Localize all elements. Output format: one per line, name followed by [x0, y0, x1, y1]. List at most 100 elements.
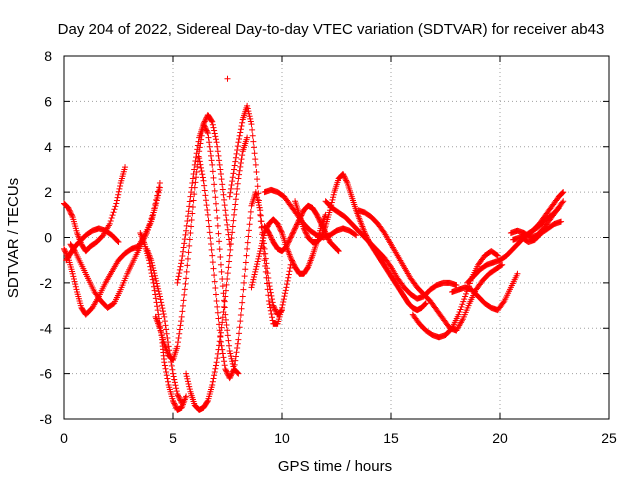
data-point [65, 205, 72, 212]
y-tick-label: -8 [40, 411, 53, 427]
data-point [237, 318, 244, 325]
data-point [171, 401, 178, 408]
data-point [187, 193, 194, 200]
data-point [283, 284, 290, 291]
data-point [276, 224, 283, 231]
y-tick-label: -2 [40, 275, 53, 291]
data-point [212, 285, 219, 292]
data-point [224, 270, 231, 277]
data-point [222, 367, 229, 374]
data-point [257, 218, 264, 225]
data-point [170, 370, 176, 377]
data-point [260, 235, 267, 242]
data-point [267, 304, 274, 311]
data-point [343, 177, 350, 184]
data-point [288, 256, 295, 263]
data-point [204, 128, 211, 135]
data-point [61, 247, 68, 254]
data-point [236, 135, 243, 142]
data-point [106, 220, 113, 227]
series-arc-21 [507, 198, 567, 241]
data-point [177, 397, 184, 404]
x-axis-label: GPS time / hours [278, 458, 392, 475]
data-point [190, 197, 197, 204]
data-point [204, 206, 211, 213]
data-point [271, 305, 278, 312]
data-point [456, 309, 463, 316]
data-point [183, 227, 190, 234]
x-tick-label: 20 [492, 430, 508, 446]
data-point [236, 167, 243, 174]
data-point [232, 158, 239, 165]
data-point [213, 139, 220, 146]
data-point [254, 261, 261, 268]
data-point [278, 228, 285, 235]
data-point [196, 155, 203, 162]
data-point [216, 238, 223, 245]
data-point [171, 379, 178, 386]
data-point [263, 260, 270, 267]
data-point [223, 322, 230, 329]
data-point [342, 176, 349, 183]
data-point [66, 207, 73, 214]
data-point [179, 248, 186, 255]
data-point [182, 280, 189, 287]
data-point [279, 301, 286, 308]
data-point [264, 286, 271, 293]
data-point [248, 284, 255, 291]
data-point [204, 398, 211, 405]
data-point [189, 210, 196, 217]
data-point [224, 332, 231, 339]
data-point [216, 246, 223, 253]
data-point [70, 275, 77, 282]
data-point [229, 358, 236, 365]
data-point [245, 233, 252, 240]
data-point [254, 194, 261, 201]
series-arc-9 [183, 134, 251, 413]
data-point [214, 222, 221, 229]
data-point [499, 261, 506, 268]
data-point [287, 234, 294, 241]
data-point [145, 224, 152, 231]
data-point [250, 276, 257, 283]
data-point [237, 126, 244, 133]
data-point [222, 207, 229, 214]
data-point [259, 237, 266, 244]
data-point [151, 270, 158, 277]
data-point [151, 272, 158, 279]
data-point [247, 115, 254, 122]
data-point [170, 399, 177, 406]
x-tick-label: 10 [274, 430, 290, 446]
data-point [239, 299, 246, 306]
data-point [143, 229, 150, 236]
data-point [226, 347, 233, 354]
data-point [162, 322, 169, 329]
data-point [203, 127, 210, 134]
data-point [256, 250, 263, 257]
series-arc-6 [143, 245, 185, 407]
data-point [249, 126, 256, 133]
data-point [174, 339, 181, 346]
data-point [228, 355, 235, 362]
x-tick-labels: 0 5 10 15 20 25 [60, 430, 617, 446]
data-point [213, 207, 220, 214]
data-point [265, 292, 272, 299]
chart-title: Day 204 of 2022, Sidereal Day-to-day VTE… [58, 21, 605, 38]
data-point [254, 196, 261, 203]
data-point [282, 290, 289, 297]
data-point [115, 239, 122, 246]
data-point [199, 174, 206, 181]
data-point [294, 220, 301, 227]
data-point [111, 206, 118, 213]
data-point [212, 291, 219, 298]
data-point [255, 190, 262, 197]
data-point [161, 313, 168, 320]
data-point [218, 342, 225, 349]
data-point [201, 187, 208, 194]
data-point [284, 240, 291, 247]
data-point [217, 170, 224, 177]
data-point [229, 229, 236, 236]
data-point [180, 297, 187, 304]
data-point [218, 176, 225, 183]
data-point [558, 218, 565, 225]
